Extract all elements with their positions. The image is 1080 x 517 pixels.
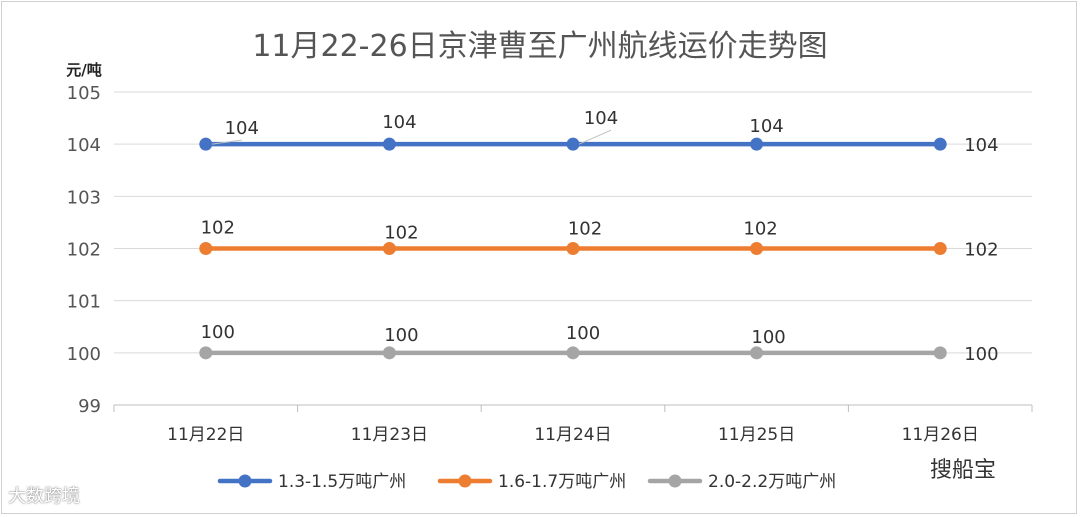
data-point (750, 242, 764, 255)
data-label: 104 (225, 118, 259, 139)
y-tick-label: 105 (67, 83, 101, 104)
data-point (933, 242, 947, 255)
legend-label: 1.3-1.5万吨广州 (278, 472, 406, 492)
data-label: 100 (964, 344, 998, 365)
data-label: 100 (751, 327, 785, 348)
data-label: 102 (743, 219, 777, 240)
data-point (382, 346, 396, 360)
legend-label: 1.6-1.7万吨广州 (498, 472, 626, 492)
watermark-right: 搜船宝 (930, 458, 997, 483)
data-point (382, 137, 396, 151)
data-point (750, 346, 764, 360)
data-label: 102 (384, 223, 418, 244)
label-leader-line (211, 139, 242, 145)
data-label: 100 (384, 325, 418, 346)
data-point (199, 137, 213, 151)
chart-title: 11月22-26日京津曹至广州航线运价走势图 (252, 29, 827, 64)
data-point (566, 346, 580, 360)
y-axis-label: 元/吨 (66, 61, 101, 79)
data-label: 102 (201, 218, 235, 239)
y-tick-label: 100 (67, 344, 101, 365)
data-label: 104 (382, 112, 416, 133)
x-tick-label: 11月22日 (167, 425, 244, 445)
legend-marker (238, 474, 252, 488)
data-point (566, 242, 580, 255)
data-point (199, 346, 213, 360)
y-tick-label: 101 (67, 292, 101, 313)
data-point (933, 346, 947, 360)
x-tick-label: 11月25日 (718, 425, 795, 445)
label-leader-line (578, 129, 612, 145)
y-tick-label: 104 (67, 135, 101, 156)
data-label: 104 (584, 108, 618, 129)
data-label: 100 (566, 323, 600, 344)
legend-marker (668, 474, 682, 488)
data-label: 102 (964, 240, 998, 261)
x-tick-label: 11月23日 (351, 425, 428, 445)
data-label: 104 (964, 135, 998, 156)
x-tick-label: 11月24日 (534, 425, 611, 445)
watermark-left: 大数跨境 (8, 486, 80, 507)
data-label: 100 (201, 322, 235, 343)
data-point (750, 137, 764, 151)
legend-marker (458, 474, 472, 488)
data-point (199, 242, 213, 255)
legend-label: 2.0-2.2万吨广州 (708, 472, 836, 492)
data-point (566, 137, 580, 151)
data-label: 102 (568, 219, 602, 240)
y-tick-label: 99 (78, 396, 101, 417)
data-point (933, 137, 947, 151)
data-label: 104 (749, 116, 783, 137)
y-tick-label: 103 (67, 187, 101, 208)
x-tick-label: 11月26日 (902, 425, 979, 445)
y-tick-label: 102 (67, 240, 101, 261)
data-point (382, 242, 396, 255)
